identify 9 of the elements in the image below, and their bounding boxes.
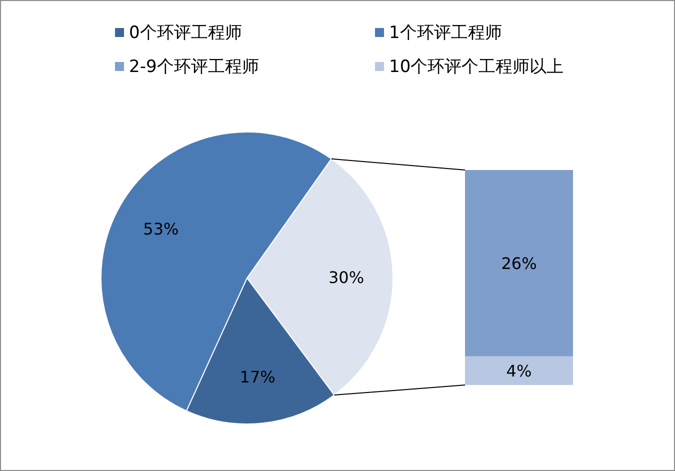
data-label: 53% (143, 220, 179, 239)
data-label: 17% (240, 368, 276, 387)
legend-label: 0个环评工程师 (129, 23, 242, 43)
data-label: 4% (506, 362, 532, 381)
data-label: 30% (328, 268, 364, 287)
legend-label: 10个环评个工程师以上 (389, 57, 564, 77)
legend-label: 1个环评工程师 (389, 23, 502, 43)
legend-label: 2-9个环评工程师 (129, 57, 259, 77)
data-label: 26% (501, 254, 537, 274)
